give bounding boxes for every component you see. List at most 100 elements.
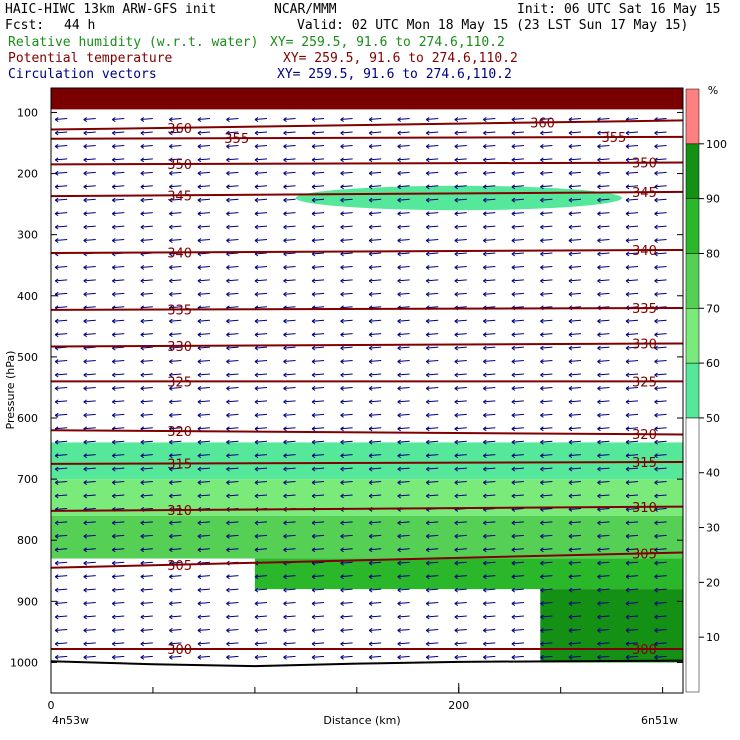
wind-vector-head <box>311 466 316 472</box>
wind-vector <box>568 440 581 443</box>
theta-label: 345 <box>632 186 657 201</box>
wind-vector-head <box>540 291 544 297</box>
wind-vector-head <box>654 587 658 593</box>
wind-vector-head <box>54 587 59 593</box>
wind-vector-head <box>568 184 573 190</box>
wind-vector-head <box>140 614 145 620</box>
wind-vector <box>197 628 210 631</box>
wind-vector <box>197 225 210 228</box>
wind-vector-head <box>540 520 544 526</box>
wind-vector <box>169 534 182 537</box>
wind-vector <box>312 642 325 645</box>
wind-vector <box>140 333 153 336</box>
wind-vector-head <box>340 372 344 378</box>
wind-vector <box>397 467 410 470</box>
wind-vector <box>55 118 68 121</box>
wind-vector-head <box>283 520 287 526</box>
wind-vector-head <box>169 318 173 324</box>
wind-vector <box>511 198 524 201</box>
wind-vector-head <box>83 359 88 364</box>
wind-vector-head <box>397 345 401 351</box>
wind-vector <box>568 400 581 403</box>
wind-vector-head <box>340 386 344 391</box>
wind-vector-head <box>197 224 202 230</box>
wind-vector <box>340 360 353 363</box>
wind-vector-head <box>283 265 287 270</box>
wind-vector <box>197 427 210 430</box>
wind-vector <box>112 386 125 389</box>
wind-vector-head <box>226 628 230 633</box>
wind-vector <box>226 413 239 416</box>
wind-vector <box>197 467 210 470</box>
wind-vector-head <box>483 278 487 284</box>
wind-vector-head <box>540 601 544 606</box>
wind-vector <box>197 642 210 645</box>
wind-vector <box>454 373 467 376</box>
wind-vector <box>369 306 382 309</box>
wind-vector-head <box>111 278 116 284</box>
wind-vector <box>83 588 96 591</box>
wind-vector-head <box>340 278 344 284</box>
wind-vector-head <box>83 278 88 284</box>
wind-vector-head <box>140 117 145 122</box>
wind-vector-head <box>454 170 459 176</box>
wind-vector <box>197 481 210 484</box>
wind-vector <box>55 575 68 578</box>
colorbar-tick-label: 80 <box>706 247 720 260</box>
wind-vector-head <box>568 372 573 378</box>
wind-vector <box>540 628 553 631</box>
wind-vector-head <box>140 453 145 459</box>
wind-vector-head <box>226 399 230 405</box>
wind-vector <box>140 158 153 161</box>
wind-vector-head <box>140 318 145 324</box>
wind-vector-head <box>454 144 459 149</box>
wind-vector-head <box>511 157 516 163</box>
wind-vector-head <box>511 224 516 230</box>
wind-vector <box>312 198 325 201</box>
wind-vector <box>197 212 210 215</box>
wind-vector <box>140 467 153 470</box>
theta-label: 300 <box>167 643 192 658</box>
wind-vector-head <box>568 359 573 364</box>
wind-vector-head <box>226 130 230 136</box>
wind-vector <box>568 144 581 147</box>
wind-vector-head <box>425 453 430 459</box>
wind-vector-head <box>654 399 658 405</box>
wind-vector-head <box>169 466 173 472</box>
wind-vector-head <box>254 628 259 633</box>
wind-vector-head <box>54 480 59 485</box>
wind-vector <box>654 252 667 255</box>
wind-vector-head <box>397 265 401 270</box>
wind-vector-head <box>654 547 658 553</box>
wind-vector <box>55 292 68 295</box>
wind-vector-head <box>311 265 316 270</box>
wind-vector-head <box>425 170 430 176</box>
wind-vector-head <box>483 466 487 472</box>
wind-vector-head <box>283 574 287 580</box>
wind-vector-head <box>140 574 145 580</box>
wind-vector-head <box>368 466 373 472</box>
wind-vector <box>283 534 296 537</box>
wind-vector <box>112 507 125 510</box>
wind-vector <box>654 467 667 470</box>
wind-vector-head <box>254 372 259 378</box>
wind-vector <box>140 118 153 121</box>
wind-vector <box>369 333 382 336</box>
wind-vector <box>654 292 667 295</box>
wind-vector-head <box>625 533 630 539</box>
wind-vector <box>55 144 68 147</box>
wind-vector-head <box>540 130 544 136</box>
wind-vector-head <box>597 547 601 553</box>
theta-isoline-360 <box>50 119 684 131</box>
wind-vector-head <box>368 197 373 203</box>
wind-vector <box>397 427 410 430</box>
wind-vector-head <box>197 641 202 647</box>
wind-vector-head <box>83 184 88 190</box>
wind-vector <box>568 628 581 631</box>
left-endpoint-label: 4n53w <box>52 714 89 727</box>
x-tick-label: 200 <box>448 699 469 712</box>
wind-vector <box>283 292 296 295</box>
wind-vector <box>83 454 96 457</box>
wind-vector <box>226 588 239 591</box>
wind-vector <box>654 144 667 147</box>
